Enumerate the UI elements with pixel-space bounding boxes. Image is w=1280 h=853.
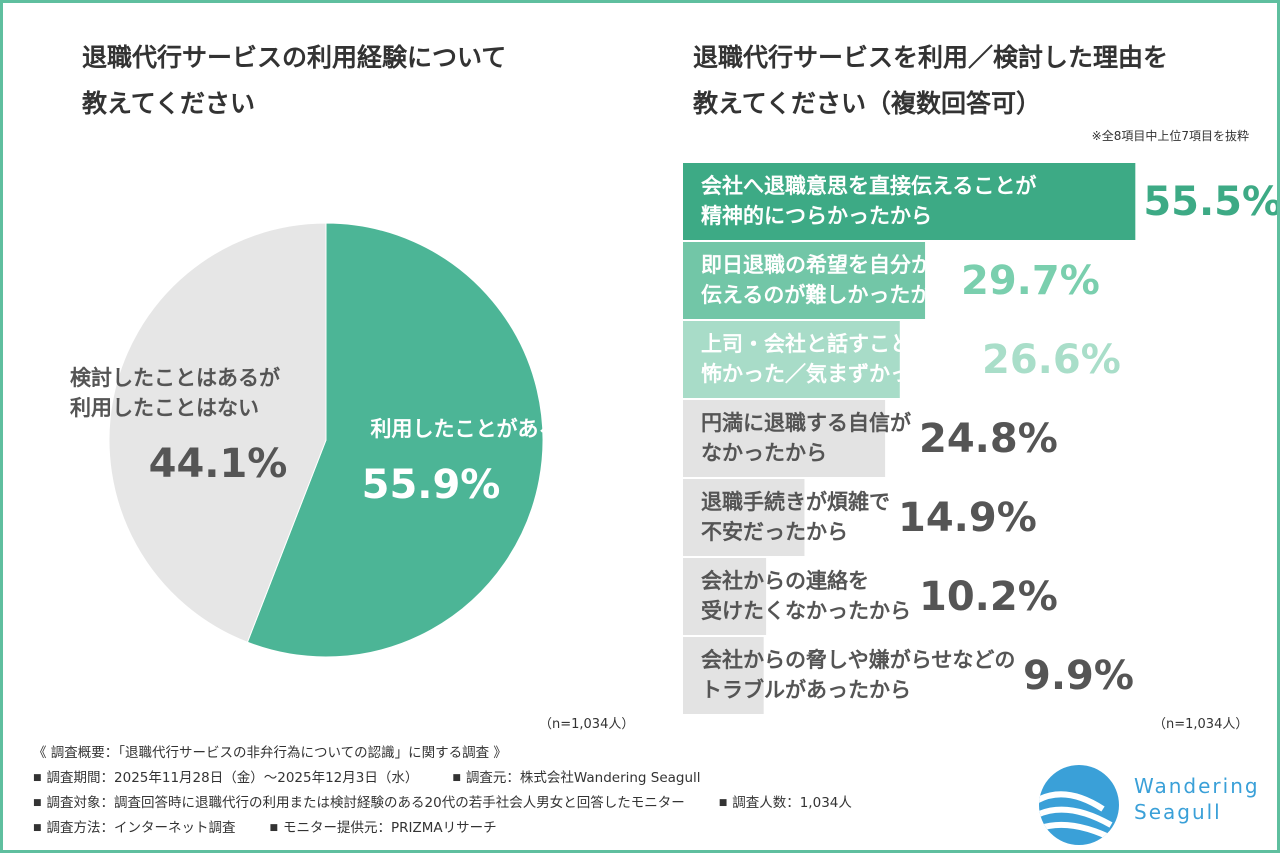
bar-label: 会社へ退職意思を直接伝えることが 精神的につらかったから	[701, 174, 1037, 228]
bar-value-label: 10.2%	[919, 573, 1058, 620]
bar-label: 会社からの脅しや嫌がらせなどの トラブルがあったから	[701, 648, 1016, 702]
bar-label: 円満に退職する自信が なかったから	[701, 411, 911, 465]
bar	[683, 400, 886, 477]
title-line: 退職代行サービスを利用／検討した理由を	[693, 43, 1169, 72]
summary-row: 調査対象：調査回答時に退職代行の利用または検討経験のある20代の若手社会人男女と…	[33, 791, 886, 816]
pie-slice	[108, 222, 327, 643]
bar-value-label: 14.9%	[898, 494, 1037, 541]
logo-text: Wandering Seagull	[1134, 774, 1260, 824]
survey-summary: 《 調査概要：「退職代行サービスの非弁行為についての認識」に関する調査 》調査期…	[33, 741, 886, 841]
title-line: 教えてください	[82, 89, 256, 118]
summary-item: モニター提供元：PRIZMAリサーチ	[270, 816, 497, 841]
bar-value-label: 26.6%	[982, 336, 1121, 383]
summary-item: 調査期間：2025年11月28日（金）～2025年12月3日（水）	[33, 766, 419, 791]
summary-item: 調査対象：調査回答時に退職代行の利用または検討経験のある20代の若手社会人男女と…	[33, 791, 685, 816]
bar	[683, 479, 805, 556]
title-line: 教えてください（複数回答可）	[693, 89, 1042, 118]
summary-item: 調査方法：インターネット調査	[33, 816, 236, 841]
slice-value-label: 55.9%	[361, 462, 501, 508]
bar-value-label: 55.5%	[1143, 178, 1280, 225]
chart-subtitle: ※全8項目中上位7項目を抜粋	[1091, 129, 1249, 143]
sample-note: （n=1,034人）	[539, 717, 635, 732]
slice-label: 検討したことはあるが 利用したことはない	[70, 366, 280, 420]
pie-slice	[246, 222, 544, 658]
chart-canvas	[108, 163, 1136, 845]
summary-heading: 《 調査概要：「退職代行サービスの非弁行為についての認識」に関する調査 》	[33, 745, 507, 761]
chart-title: 退職代行サービスを利用／検討した理由を 教えてください（複数回答可）	[693, 35, 1168, 127]
sample-note: （n=1,034人）	[1153, 717, 1249, 732]
slice-label: 利用したことがある	[370, 417, 560, 441]
bar	[683, 242, 926, 319]
title-line: 退職代行サービスの利用経験について	[82, 43, 507, 72]
bar	[683, 637, 764, 714]
summary-item: 調査人数：1,034人	[719, 791, 852, 816]
bar-label: 即日退職の希望を自分から 伝えるのが難しかったから	[701, 253, 953, 307]
bar-label: 上司・会社と話すこと自体が 怖かった／気まずかったから	[701, 332, 974, 386]
bar	[683, 321, 900, 398]
bar-label: 会社からの連絡を 受けたくなかったから	[701, 569, 911, 623]
bar	[683, 163, 1136, 240]
bar-value-label: 29.7%	[961, 257, 1100, 304]
summary-row: 調査期間：2025年11月28日（金）～2025年12月3日（水） 調査元：株式会…	[33, 766, 886, 791]
bar-label: 退職手続きが煩雑で 不安だったから	[701, 490, 890, 544]
slice-value-label: 44.1%	[148, 441, 288, 487]
chart-title: 退職代行サービスの利用経験について 教えてください	[82, 35, 506, 127]
logo-icon	[1039, 765, 1119, 845]
bar	[683, 558, 767, 635]
bar-value-label: 24.8%	[919, 415, 1058, 462]
summary-item: 調査元：株式会社Wandering Seagull	[452, 766, 701, 791]
summary-row: 調査方法：インターネット調査 モニター提供元：PRIZMAリサーチ	[33, 816, 886, 841]
bar-value-label: 9.9%	[1023, 652, 1134, 699]
